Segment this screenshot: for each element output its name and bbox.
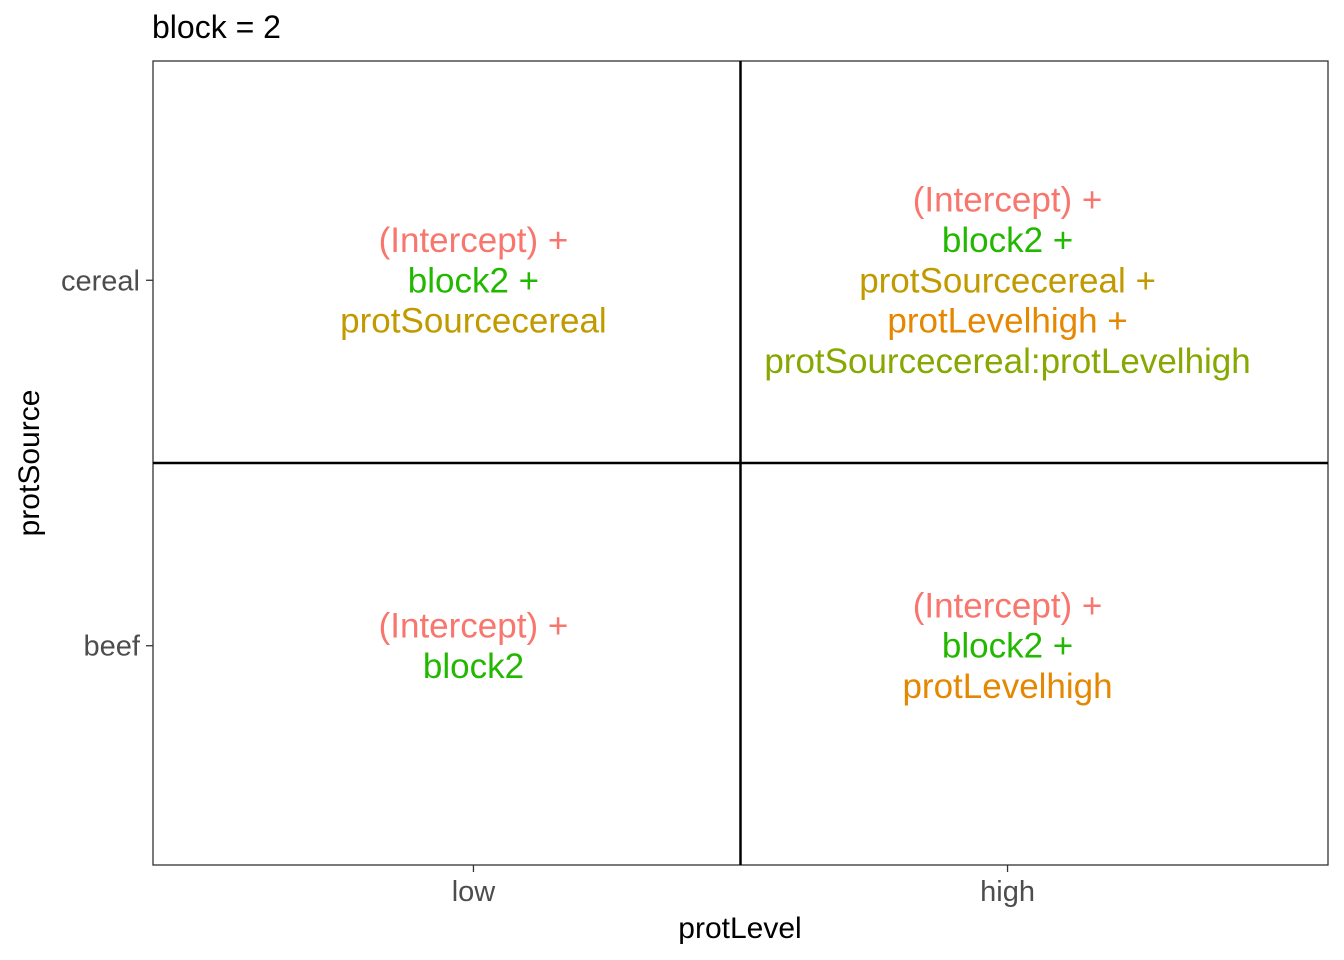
cell-term-label: protSourcecereal: [340, 302, 607, 341]
y-axis-title: protSource: [13, 390, 46, 537]
cell-term-label: block2 +: [408, 261, 539, 300]
cell-term-label: block2 +: [942, 221, 1073, 260]
chart-title: block = 2: [152, 9, 281, 45]
cell-term-label: protLevelhigh +: [887, 302, 1127, 341]
x-axis-title: protLevel: [678, 912, 801, 945]
panel-dividers: [153, 61, 1328, 865]
cell-term-label: protSourcecereal +: [859, 261, 1156, 300]
cell-label: (Intercept) +block2 +protSourcecereal: [340, 221, 607, 341]
x-tick-label: low: [452, 876, 497, 908]
cell-label: (Intercept) +block2 +protSourcecereal +p…: [764, 181, 1250, 381]
cell-term-label: block2: [423, 647, 524, 686]
cell-labels: (Intercept) +block2 +protSourcecereal(In…: [340, 181, 1251, 706]
cell-term-label: (Intercept) +: [379, 607, 569, 646]
cell-term-label: (Intercept) +: [913, 586, 1103, 625]
y-tick-label: beef: [84, 631, 141, 663]
cell-term-label: (Intercept) +: [379, 221, 569, 260]
cell-label: (Intercept) +block2: [379, 607, 569, 686]
cell-term-label: protSourcecereal:protLevelhigh: [764, 342, 1250, 381]
cell-label: (Intercept) +block2 +protLevelhigh: [902, 586, 1112, 706]
cell-term-label: (Intercept) +: [913, 181, 1103, 220]
y-axis: beef cereal: [61, 265, 153, 663]
x-tick-label: high: [980, 876, 1035, 908]
cell-term-label: protLevelhigh: [902, 667, 1112, 706]
cell-term-label: block2 +: [942, 627, 1073, 666]
y-tick-label: cereal: [61, 265, 140, 297]
x-axis: low high: [452, 865, 1035, 908]
